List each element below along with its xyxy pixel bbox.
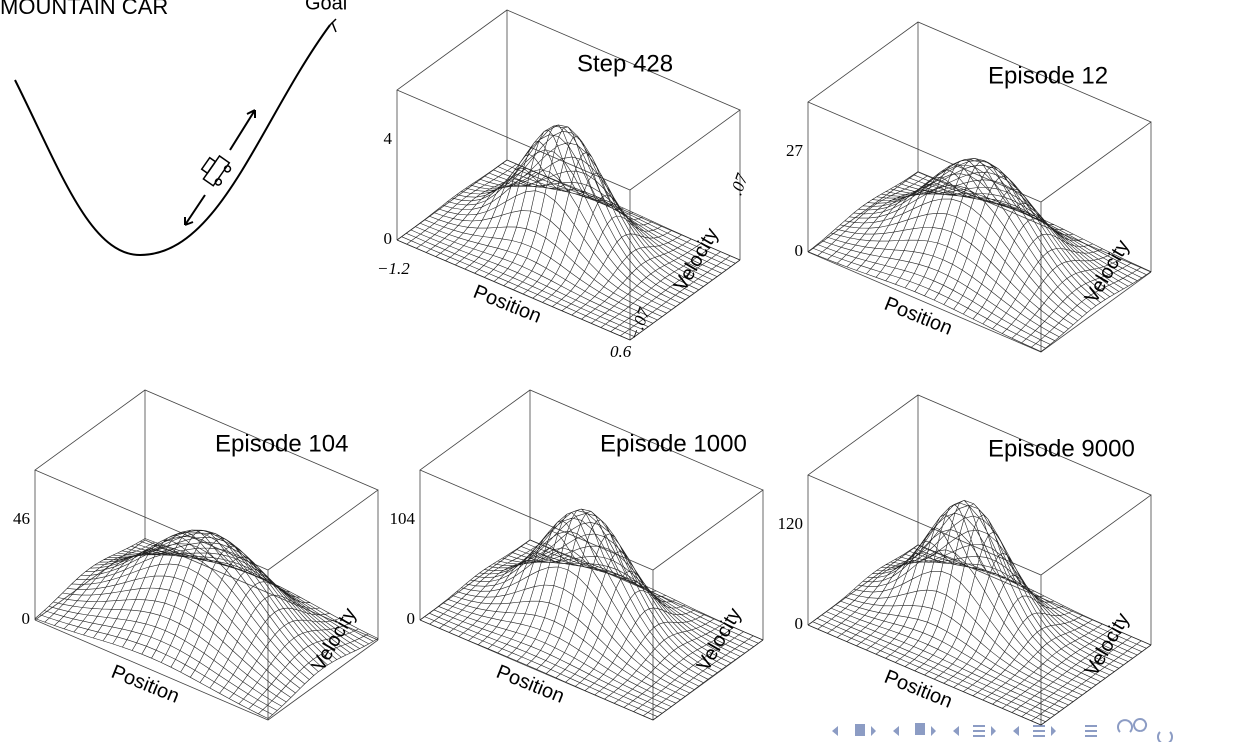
x-min-label: −1.2 (377, 259, 410, 278)
z-min-label: 0 (407, 609, 416, 628)
figure-title: MOUNTAIN CAR (0, 0, 168, 19)
x-max-label: 0.6 (610, 342, 632, 361)
z-min-label: 0 (795, 614, 804, 633)
z-max-label: 46 (13, 509, 30, 528)
wireframe (807, 157, 1152, 352)
box (34, 389, 379, 721)
wireframe (34, 529, 379, 719)
surface-panel: Episode 12 27 0 Position Velocity (786, 21, 1152, 353)
y-min-label: −.07 (625, 304, 655, 343)
panel-title: Episode 12 (988, 62, 1108, 89)
panel-title: Episode 9000 (988, 435, 1135, 462)
z-max-label: 104 (390, 509, 416, 528)
z-min-label: 0 (22, 609, 31, 628)
z-min-label: 0 (384, 229, 393, 248)
wireframe (396, 124, 741, 341)
z-max-label: 27 (786, 141, 804, 160)
x-axis-label: Position (493, 661, 567, 708)
nav-icons (832, 718, 1173, 742)
z-min-label: 0 (795, 241, 804, 260)
car (200, 154, 232, 187)
z-max-label: 4 (384, 129, 393, 148)
box (807, 21, 1152, 353)
y-max-label: .07 (727, 170, 753, 198)
z-max-label: 120 (778, 514, 804, 533)
arrows (184, 109, 256, 226)
mountain-curve (14, 24, 331, 257)
x-axis-label: Position (470, 281, 544, 328)
panel-title: Episode 104 (215, 430, 348, 457)
panel-title: Episode 1000 (600, 430, 747, 457)
x-axis-label: Position (881, 293, 955, 340)
y-axis-label: Velocity (1081, 236, 1135, 307)
wireframe (807, 499, 1152, 726)
x-axis-label: Position (881, 666, 955, 713)
goal-flag (329, 18, 337, 33)
goal-label: Goal (305, 0, 347, 14)
panel-title: Step 428 (577, 50, 673, 77)
wireframe (419, 508, 764, 721)
x-axis-label: Position (108, 661, 182, 708)
